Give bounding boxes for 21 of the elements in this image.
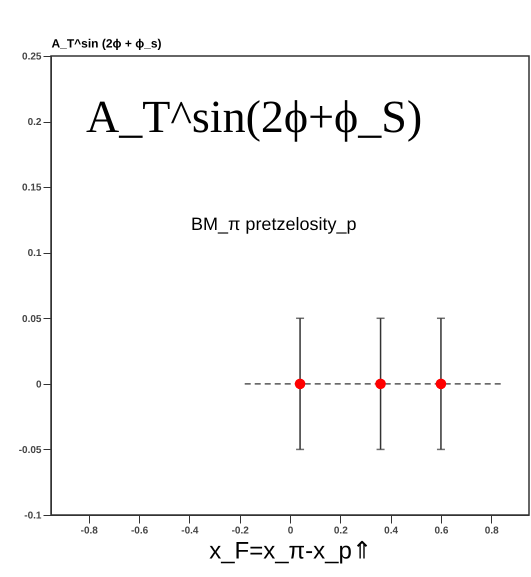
x-tick-label: 0 — [288, 526, 294, 536]
y-tick-label: 0.25 — [22, 52, 42, 62]
y-tick-label: 0.15 — [22, 182, 42, 194]
y-tick-label: 0.2 — [28, 117, 42, 128]
x-tick-label: -0.6 — [130, 526, 149, 536]
x-tick-label: -0.4 — [181, 526, 199, 536]
x-tick-label: 0.2 — [334, 526, 348, 536]
y-axis-title: A_T^sin (2ϕ + ϕ_s) — [52, 36, 162, 50]
x-tick-label: -0.8 — [80, 526, 98, 536]
y-tick-label: 0.05 — [22, 314, 42, 325]
annotation: BM_π pretzelosity_p — [191, 214, 356, 234]
x-tick-label: 0.6 — [434, 526, 449, 536]
x-tick-label: 0.8 — [484, 526, 500, 536]
y-tick-label: 0.1 — [28, 248, 42, 260]
x-tick-label: -0.2 — [232, 526, 250, 536]
x-tick-label: 0.4 — [384, 526, 399, 536]
annotation: A_T^sin(2ϕ+ϕ_S) — [86, 91, 422, 142]
x-axis-title: x_F=x_π-x_p⇑ — [209, 538, 372, 564]
y-tick-label: 0 — [36, 379, 42, 390]
y-tick-label: -0.1 — [24, 510, 42, 522]
y-tick-label: -0.05 — [18, 444, 42, 456]
